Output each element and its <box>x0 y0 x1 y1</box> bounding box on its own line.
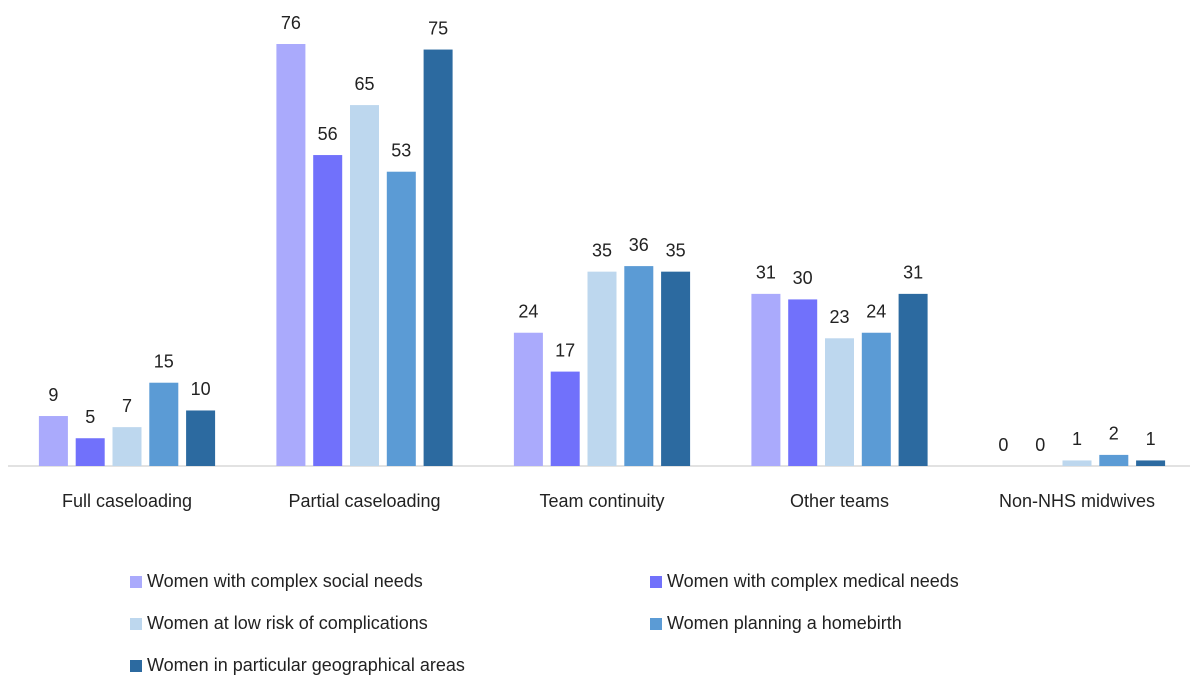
bar <box>1136 460 1166 466</box>
bar <box>423 49 453 466</box>
bar <box>386 171 416 467</box>
x-tick-label: Non-NHS midwives <box>999 491 1155 511</box>
legend-swatch <box>130 576 142 588</box>
data-label: 36 <box>629 235 649 255</box>
bar <box>313 155 343 467</box>
legend-label: Women at low risk of complications <box>147 613 428 633</box>
x-tick-label: Full caseloading <box>62 491 192 511</box>
legend-swatch <box>130 618 142 630</box>
legend-label: Women with complex social needs <box>147 571 423 591</box>
data-label: 7 <box>122 396 132 416</box>
data-label: 23 <box>829 307 849 327</box>
legend-swatch <box>650 576 662 588</box>
x-tick-label: Partial caseloading <box>288 491 440 511</box>
bar <box>112 427 142 466</box>
data-label: 35 <box>592 240 612 260</box>
data-label: 53 <box>391 140 411 160</box>
bar <box>1062 460 1092 466</box>
data-label: 30 <box>793 268 813 288</box>
data-label: 5 <box>85 407 95 427</box>
legend-label: Women planning a homebirth <box>667 613 902 633</box>
data-label: 0 <box>998 435 1008 455</box>
bar <box>276 44 306 466</box>
data-label: 65 <box>354 74 374 94</box>
legend-label: Women with complex medical needs <box>667 571 959 591</box>
bar <box>38 416 68 466</box>
data-label: 75 <box>428 18 448 38</box>
data-label: 31 <box>756 263 776 283</box>
bar <box>624 266 654 466</box>
legend-swatch <box>130 660 142 672</box>
legend-swatch <box>650 618 662 630</box>
data-label: 17 <box>555 340 575 360</box>
bar <box>350 105 379 466</box>
bar <box>825 338 854 466</box>
data-label: 35 <box>666 240 686 260</box>
data-label: 1 <box>1146 429 1156 449</box>
data-label: 31 <box>903 263 923 283</box>
bar <box>587 271 617 466</box>
data-label: 56 <box>318 124 338 144</box>
bar <box>751 293 781 466</box>
bar <box>186 410 216 466</box>
data-label: 9 <box>48 385 58 405</box>
bar <box>898 293 928 466</box>
bar <box>149 382 179 466</box>
bar <box>661 271 691 466</box>
bar <box>513 332 543 466</box>
data-label: 24 <box>518 301 538 321</box>
data-label: 1 <box>1072 429 1082 449</box>
data-label: 24 <box>866 301 886 321</box>
bar <box>550 371 580 466</box>
bar <box>75 438 105 466</box>
data-label: 76 <box>281 13 301 33</box>
data-label: 10 <box>191 379 211 399</box>
x-tick-label: Other teams <box>790 491 889 511</box>
bar <box>861 332 891 466</box>
data-label: 2 <box>1109 424 1119 444</box>
bar <box>788 299 818 466</box>
legend-label: Women in particular geographical areas <box>147 655 465 675</box>
data-label: 0 <box>1035 435 1045 455</box>
x-tick-label: Team continuity <box>539 491 664 511</box>
bar <box>1099 454 1129 466</box>
data-label: 15 <box>154 351 174 371</box>
